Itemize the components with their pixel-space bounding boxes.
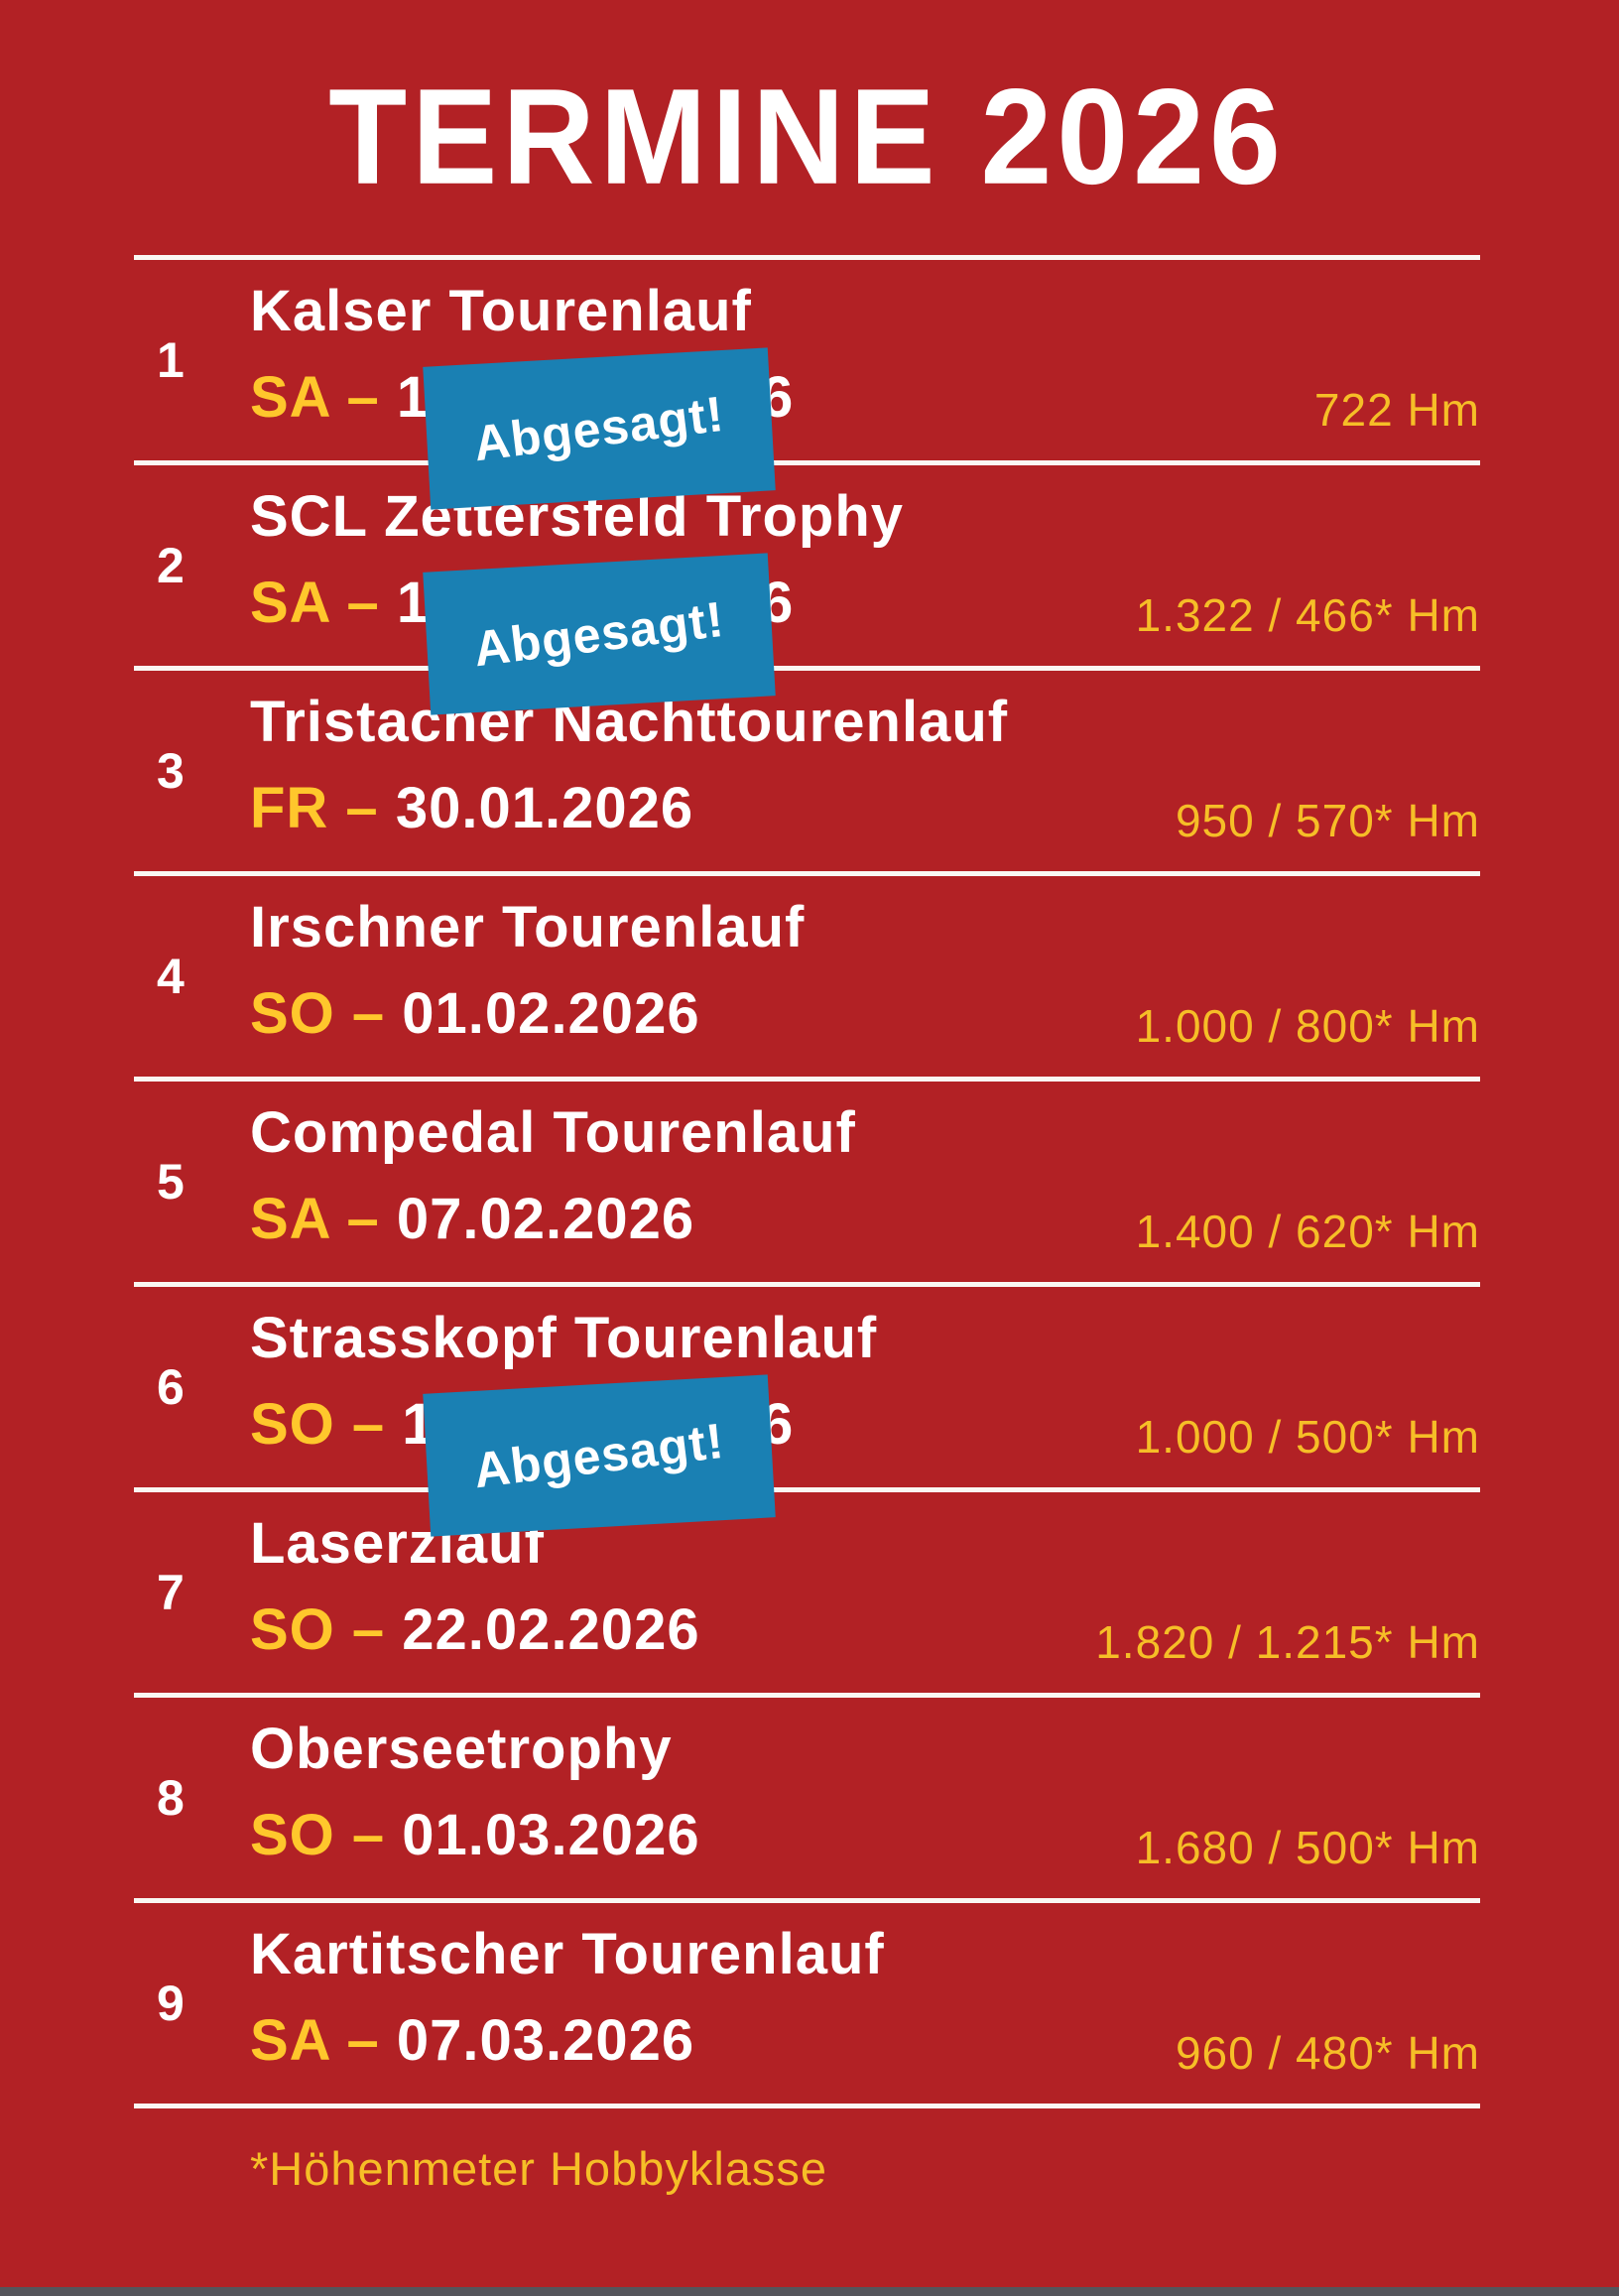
event-number: 4 (157, 949, 185, 1004)
event-number: 8 (157, 1770, 185, 1826)
event-row: 2 SCL Zettersfeld Trophy SA – 1 6 Abgesa… (134, 465, 1480, 715)
event-day-abbrev: SA – (250, 1187, 397, 1251)
event-day-abbrev: SO – (250, 1392, 403, 1457)
elevation-value: 950 / 570* Hm (1175, 795, 1480, 846)
cancelled-stamp: Abgesagt! (423, 1374, 776, 1537)
event-date-value: 30.01.2026 (395, 776, 694, 840)
event-date-line: SO – 01.03.2026 (250, 1801, 700, 1870)
event-date-line: SA – 07.02.2026 (250, 1185, 694, 1254)
event-row: 6 Strasskopf Tourenlauf SO – 1 6 Abgesag… (134, 1287, 1480, 1537)
cancelled-stamp-label: Abgesagt! (470, 1412, 728, 1499)
elevation-value: 1.322 / 466* Hm (1135, 589, 1480, 641)
event-date-line: SA – 1 (250, 569, 430, 638)
event-day-abbrev: SA – (250, 2008, 397, 2073)
page-title: TERMINE 2026 (328, 61, 1286, 212)
cancelled-stamp-label: Abgesagt! (470, 385, 728, 472)
event-name: Kalser Tourenlauf (250, 279, 752, 343)
event-name: Kartitscher Tourenlauf (250, 1922, 885, 1986)
event-row: 3 Tristacher Nachttourenlauf FR – 30.01.… (134, 671, 1480, 876)
footnote-hobbyklasse: *Höhenmeter Hobbyklasse (250, 2142, 828, 2195)
event-row: 7 Laserzlauf SO – 22.02.2026 1.820 / 1.2… (134, 1492, 1480, 1698)
event-date-line: SA – 1 (250, 363, 430, 433)
event-row: 5 Compedal Tourenlauf SA – 07.02.2026 1.… (134, 1082, 1480, 1287)
event-row: 8 Oberseetrophy SO – 01.03.2026 1.680 / … (134, 1698, 1480, 1903)
event-number: 1 (157, 332, 185, 388)
event-number: 9 (157, 1976, 185, 2031)
cancelled-stamp: Abgesagt! (423, 347, 776, 510)
event-day-abbrev: SO – (250, 981, 403, 1046)
event-day-abbrev: SO – (250, 1597, 403, 1662)
event-date-line: SO – 22.02.2026 (250, 1595, 700, 1665)
elevation-value: 960 / 480* Hm (1175, 2027, 1480, 2079)
event-date-value: 07.02.2026 (396, 1187, 695, 1251)
event-date-value: 01.03.2026 (402, 1803, 700, 1867)
elevation-value: 1.000 / 800* Hm (1135, 1000, 1480, 1052)
event-number: 2 (157, 538, 185, 593)
event-day-abbrev: SO – (250, 1803, 403, 1867)
event-date-line: SO – 01.02.2026 (250, 979, 700, 1049)
event-day-abbrev: SA – (250, 365, 397, 430)
event-number: 5 (157, 1154, 185, 1210)
event-name: Irschner Tourenlauf (250, 895, 806, 959)
event-list: 1 Kalser Tourenlauf SA – 1 6 Abgesagt! 7… (134, 260, 1480, 2108)
event-row: 9 Kartitscher Tourenlauf SA – 07.03.2026… (134, 1903, 1480, 2108)
event-row: 4 Irschner Tourenlauf SO – 01.02.2026 1.… (134, 876, 1480, 1082)
cancelled-stamp-label: Abgesagt! (470, 590, 728, 678)
elevation-value: 1.820 / 1.215* Hm (1095, 1616, 1480, 1668)
bottom-edge-bar (0, 2287, 1619, 2296)
cancelled-stamp: Abgesagt! (423, 553, 776, 715)
event-date-value: 01.02.2026 (402, 981, 700, 1046)
elevation-value: 1.400 / 620* Hm (1135, 1206, 1480, 1257)
elevation-value: 1.000 / 500* Hm (1135, 1411, 1480, 1463)
event-date-value: 22.02.2026 (402, 1597, 700, 1662)
event-day-abbrev: FR – (250, 776, 396, 840)
elevation-value: 1.680 / 500* Hm (1135, 1822, 1480, 1873)
event-date-value: 07.03.2026 (396, 2008, 695, 2073)
event-number: 3 (157, 743, 185, 799)
event-date-line: SA – 07.03.2026 (250, 2006, 694, 2076)
event-row: 1 Kalser Tourenlauf SA – 1 6 Abgesagt! 7… (134, 260, 1480, 510)
poster-header: TERMINE 2026 (134, 0, 1480, 260)
event-number: 7 (157, 1565, 185, 1620)
event-date-line: FR – 30.01.2026 (250, 774, 693, 843)
event-name: Compedal Tourenlauf (250, 1100, 856, 1165)
event-number: 6 (157, 1359, 185, 1415)
event-name: Strasskopf Tourenlauf (250, 1306, 878, 1370)
elevation-value: 722 Hm (1313, 384, 1480, 436)
event-date-line: SO – 1 (250, 1390, 436, 1460)
event-name: Oberseetrophy (250, 1717, 673, 1781)
event-day-abbrev: SA – (250, 571, 397, 635)
